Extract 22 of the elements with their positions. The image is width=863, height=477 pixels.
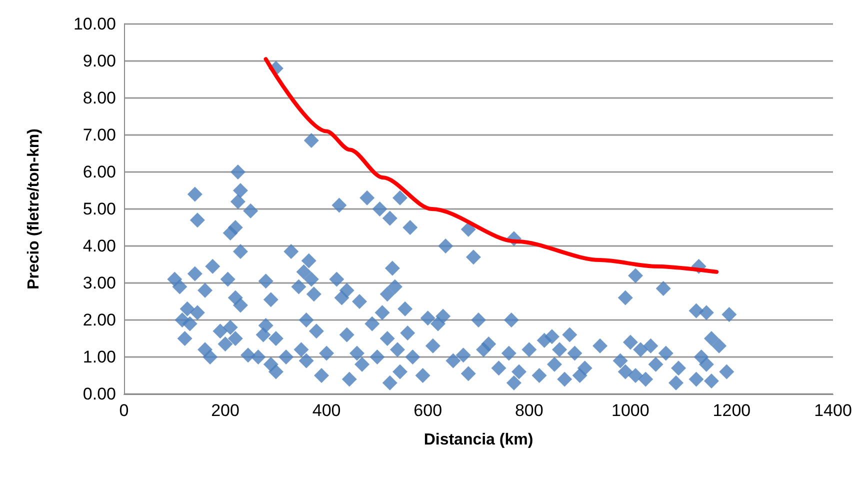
x-tick-label: 600 xyxy=(414,401,442,420)
line-series xyxy=(264,57,719,274)
y-tick-label: 6.00 xyxy=(82,162,116,182)
x-tick-label: 1000 xyxy=(612,401,650,420)
y-tick-label: 7.00 xyxy=(82,126,116,144)
x-tick-label: 1200 xyxy=(712,401,751,420)
y-tick-label: 10.00 xyxy=(73,14,116,34)
y-tick-label: 9.00 xyxy=(82,52,116,70)
x-axis-title: Distancia (km) xyxy=(424,432,534,448)
y-tick-label: 0.00 xyxy=(82,384,116,404)
y-tick-label: 3.00 xyxy=(82,274,116,292)
y-tick-label: 1.00 xyxy=(82,348,116,366)
x-tick-label: 400 xyxy=(312,401,341,420)
x-tick-label: 1400 xyxy=(814,401,852,420)
x-tick-label: 800 xyxy=(514,401,544,420)
x-tick-label: 200 xyxy=(211,401,240,420)
y-tick-label: 8.00 xyxy=(82,88,116,108)
y-axis-title: Precio (fletre/ton-km) xyxy=(26,128,42,290)
y-tick-label: 4.00 xyxy=(82,236,116,256)
y-tick-label: 2.00 xyxy=(82,310,116,330)
x-tick-label: 0 xyxy=(119,401,129,420)
y-tick-label: 5.00 xyxy=(82,200,116,218)
